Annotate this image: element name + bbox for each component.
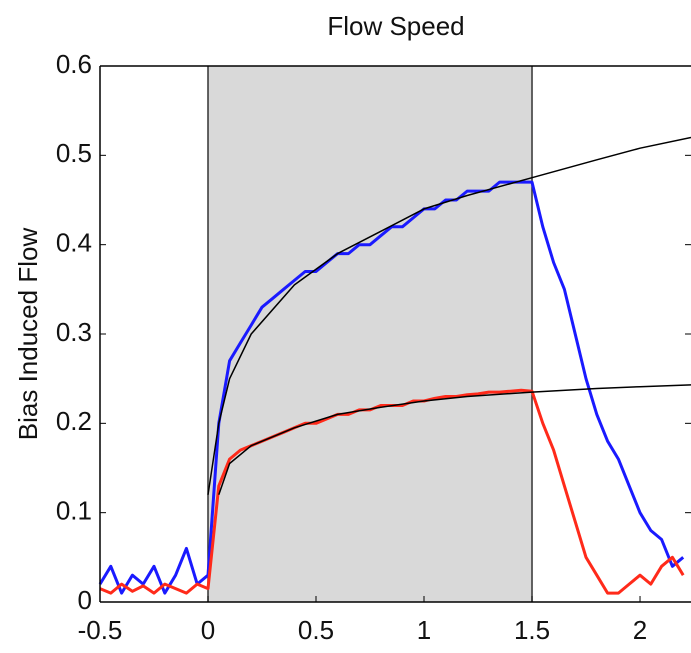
y-tick-label: 0.3 [56, 317, 92, 347]
x-tick-label: 0 [201, 615, 215, 645]
x-tick-label: 2 [633, 615, 647, 645]
x-tick-label: -0.5 [78, 615, 123, 645]
y-tick-label: 0 [78, 585, 92, 615]
y-tick-label: 0.1 [56, 496, 92, 526]
chart-title: Flow Speed [327, 11, 464, 41]
y-tick-label: 0.4 [56, 228, 92, 258]
shaded-region [208, 66, 533, 602]
y-axis-label: Bias Induced Flow [13, 228, 43, 441]
y-tick-label: 0.2 [56, 406, 92, 436]
x-tick-label: 1.5 [514, 615, 550, 645]
series-line [207, 136, 691, 495]
y-tick-label: 0.5 [56, 138, 92, 168]
x-tick-label: 1 [417, 615, 431, 645]
x-tick-label: 0.5 [298, 615, 334, 645]
series-line [218, 384, 691, 496]
y-tick-label: 0.6 [56, 49, 92, 79]
